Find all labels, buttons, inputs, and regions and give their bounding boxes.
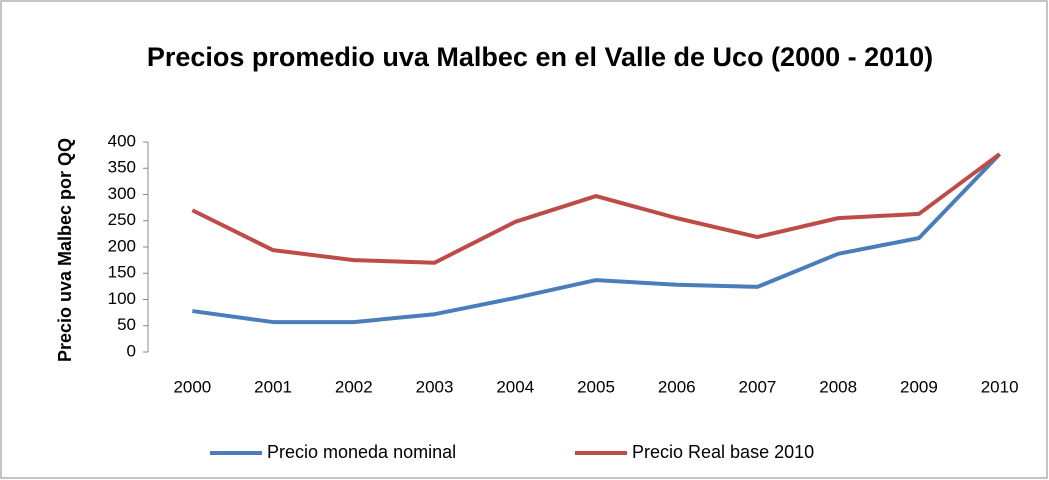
x-tick-label: 2003: [416, 377, 454, 396]
y-tick-label: 250: [108, 210, 136, 229]
x-tick-label: 2006: [658, 377, 696, 396]
y-tick-label: 200: [108, 236, 136, 255]
x-tick-label: 2000: [173, 377, 211, 396]
x-tick-label: 2001: [254, 377, 292, 396]
y-tick-label: 100: [108, 289, 136, 308]
legend-label: Precio Real base 2010: [632, 442, 814, 462]
y-tick-label: 350: [108, 158, 136, 177]
chart-title: Precios promedio uva Malbec en el Valle …: [146, 42, 934, 72]
y-axis-label: Precio uva Malbec por QQ: [55, 138, 75, 362]
y-tick-label: 0: [127, 341, 136, 360]
y-tick-label: 150: [108, 263, 136, 282]
x-tick-label: 2009: [900, 377, 938, 396]
series-line: [192, 152, 1002, 325]
x-tick-label: 2007: [739, 377, 777, 396]
y-tick-label: 300: [108, 184, 136, 203]
y-tick-label: 50: [117, 315, 136, 334]
y-tick-label: 400: [108, 131, 136, 150]
x-tick-label: 2004: [496, 377, 534, 396]
x-tick-label: 2008: [819, 377, 857, 396]
x-tick-label: 2005: [577, 377, 615, 396]
x-tick-label: 2002: [335, 377, 373, 396]
series-line: [191, 152, 1001, 265]
x-tick-label: 2010: [981, 377, 1019, 396]
legend-label: Precio moneda nominal: [267, 442, 456, 462]
